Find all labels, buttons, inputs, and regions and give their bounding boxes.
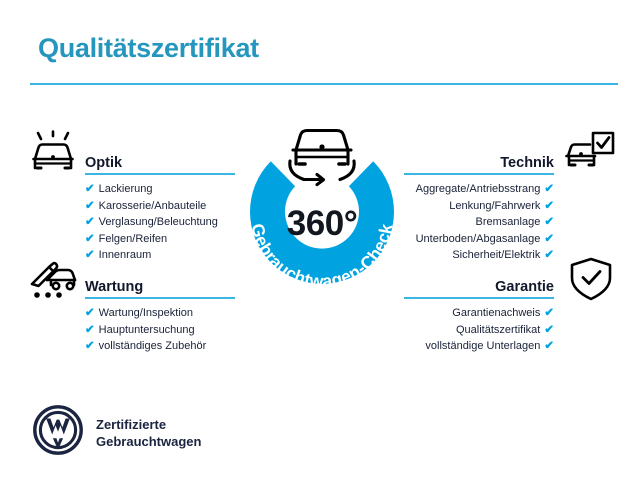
- list-item-label: Verglasung/Beleuchtung: [98, 216, 218, 229]
- checklist-garantie: Garantienachweis ✔ Qualitätszertifikat ✔ v…: [404, 305, 554, 355]
- badge-ring: [250, 161, 394, 284]
- list-item: Lenkung/Fahrwerk ✔: [404, 198, 554, 215]
- list-item: Qualitätszertifikat ✔: [404, 322, 554, 339]
- check-icon: ✔: [85, 323, 95, 336]
- check-icon: ✔: [85, 340, 95, 353]
- check-icon: ✔: [85, 307, 95, 319]
- list-item: ✔ Felgen/Reifen: [85, 231, 235, 248]
- list-item: Sicherheit/Elektrik ✔: [404, 247, 554, 264]
- list-item: ✔ vollständiges Zubehör: [85, 338, 235, 355]
- list-item: Bremsanlage ✔: [404, 214, 554, 231]
- list-item-label: vollständige Unterlagen: [425, 340, 541, 353]
- list-item-label: Bremsanlage: [475, 216, 541, 229]
- checklist-technik: Aggregate/Antriebsstrang ✔ Lenkung/Fahrwe…: [404, 181, 554, 264]
- list-item: Aggregate/Antriebsstrang ✔: [404, 181, 554, 198]
- vw-logo-icon: [33, 405, 83, 460]
- section-technik: Technik Aggregate/Antriebsstrang ✔ Lenkun…: [404, 148, 554, 264]
- check-icon: ✔: [544, 199, 554, 212]
- footer-line-2: Gebrauchtwagen: [96, 433, 202, 449]
- car-wrench-icon: [25, 256, 81, 302]
- list-item: ✔ Karosserie/Anbauteile: [85, 198, 235, 215]
- section-divider-technik: [404, 173, 554, 175]
- list-item: ✔ Verglasung/Beleuchtung: [85, 214, 235, 231]
- list-item: ✔ Wartung/Inspektion: [85, 305, 235, 322]
- section-title-wartung: Wartung: [85, 279, 144, 295]
- check-icon: ✔: [85, 183, 95, 195]
- check-icon: ✔: [544, 340, 554, 353]
- check-icon: ✔: [544, 232, 554, 245]
- list-item-label: Sicherheit/Elektrik: [452, 249, 541, 262]
- checklist-wartung: ✔ Wartung/Inspektion ✔ Hauptuntersuchung ✔…: [85, 305, 235, 355]
- section-divider-wartung: [85, 297, 235, 299]
- check-icon: ✔: [85, 249, 95, 262]
- check-icon: ✔: [544, 216, 554, 229]
- list-item-label: Wartung/Inspektion: [98, 307, 194, 319]
- list-item-label: Felgen/Reifen: [98, 232, 168, 245]
- footer-text: Zertifizierte Gebrauchtwagen: [96, 416, 201, 450]
- section-title-technik: Technik: [500, 155, 554, 171]
- list-item: vollständige Unterlagen ✔: [404, 338, 554, 355]
- shield-check-icon: [566, 256, 616, 302]
- checklist-optik: ✔ Lackierung ✔ Karosserie/Anbauteile ✔ Verg…: [85, 181, 235, 264]
- footer-line-1: Zertifizierte: [96, 416, 167, 432]
- list-item-label: Innenraum: [98, 249, 152, 262]
- page-title: Qualitätszertifikat: [38, 33, 259, 63]
- car-shine-icon: [25, 130, 81, 176]
- car-rotate-360-icon: [288, 128, 356, 187]
- check-icon: ✔: [544, 183, 554, 195]
- check-icon: ✔: [85, 199, 95, 212]
- list-item-label: Qualitätszertifikat: [455, 323, 541, 336]
- list-item-label: Karosserie/Anbauteile: [98, 199, 207, 212]
- footer-brand: Zertifizierte Gebrauchtwagen: [33, 405, 201, 460]
- list-item-label: Garantienachweis: [452, 307, 541, 319]
- car-checkbox-icon: [560, 130, 616, 176]
- list-item: ✔ Lackierung: [85, 181, 235, 198]
- check-icon: ✔: [544, 323, 554, 336]
- list-item-label: Unterboden/Abgasanlage: [415, 232, 541, 245]
- check-icon: ✔: [85, 232, 95, 245]
- section-title-garantie: Garantie: [495, 279, 554, 295]
- list-item-label: Lenkung/Fahrwerk: [449, 199, 541, 212]
- section-wartung: Wartung ✔ Wartung/Inspektion ✔ Hauptunters…: [85, 272, 235, 355]
- list-item-label: vollständiges Zubehör: [98, 340, 207, 353]
- section-optik: Optik ✔ Lackierung ✔ Karosserie/Anbauteile…: [85, 148, 235, 264]
- check-icon: ✔: [544, 249, 554, 262]
- list-item-label: Hauptuntersuchung: [98, 323, 195, 336]
- section-title-optik: Optik: [85, 155, 123, 171]
- list-item-label: Lackierung: [98, 183, 153, 195]
- section-divider-garantie: [404, 297, 554, 299]
- list-item-label: Aggregate/Antriebsstrang: [415, 183, 541, 195]
- check-icon: ✔: [85, 216, 95, 229]
- check-icon: ✔: [544, 307, 554, 319]
- list-item: Garantienachweis ✔: [404, 305, 554, 322]
- list-item: ✔ Innenraum: [85, 247, 235, 264]
- title-divider: [30, 83, 618, 85]
- badge-360-gebrauchtwagen-check: Gebrauchtwagen-Check 360°: [218, 112, 426, 320]
- badge-degrees-label: 360°: [286, 204, 358, 243]
- list-item: Unterboden/Abgasanlage ✔: [404, 231, 554, 248]
- list-item: ✔ Hauptuntersuchung: [85, 322, 235, 339]
- section-garantie: Garantie Garantienachweis ✔ Qualitätszert…: [404, 272, 554, 355]
- section-divider-optik: [85, 173, 235, 175]
